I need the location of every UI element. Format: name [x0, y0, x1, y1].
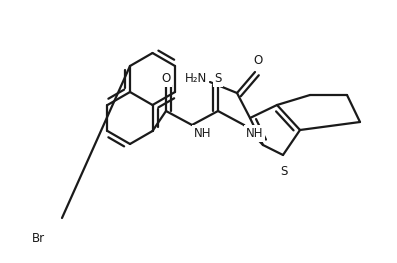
- Text: S: S: [280, 165, 288, 178]
- Text: O: O: [253, 54, 263, 67]
- Text: NH: NH: [246, 127, 264, 140]
- Text: NH: NH: [194, 127, 212, 140]
- Text: H₂N: H₂N: [185, 72, 207, 84]
- Text: O: O: [161, 73, 171, 85]
- Text: Br: Br: [31, 231, 44, 245]
- Text: S: S: [214, 73, 222, 85]
